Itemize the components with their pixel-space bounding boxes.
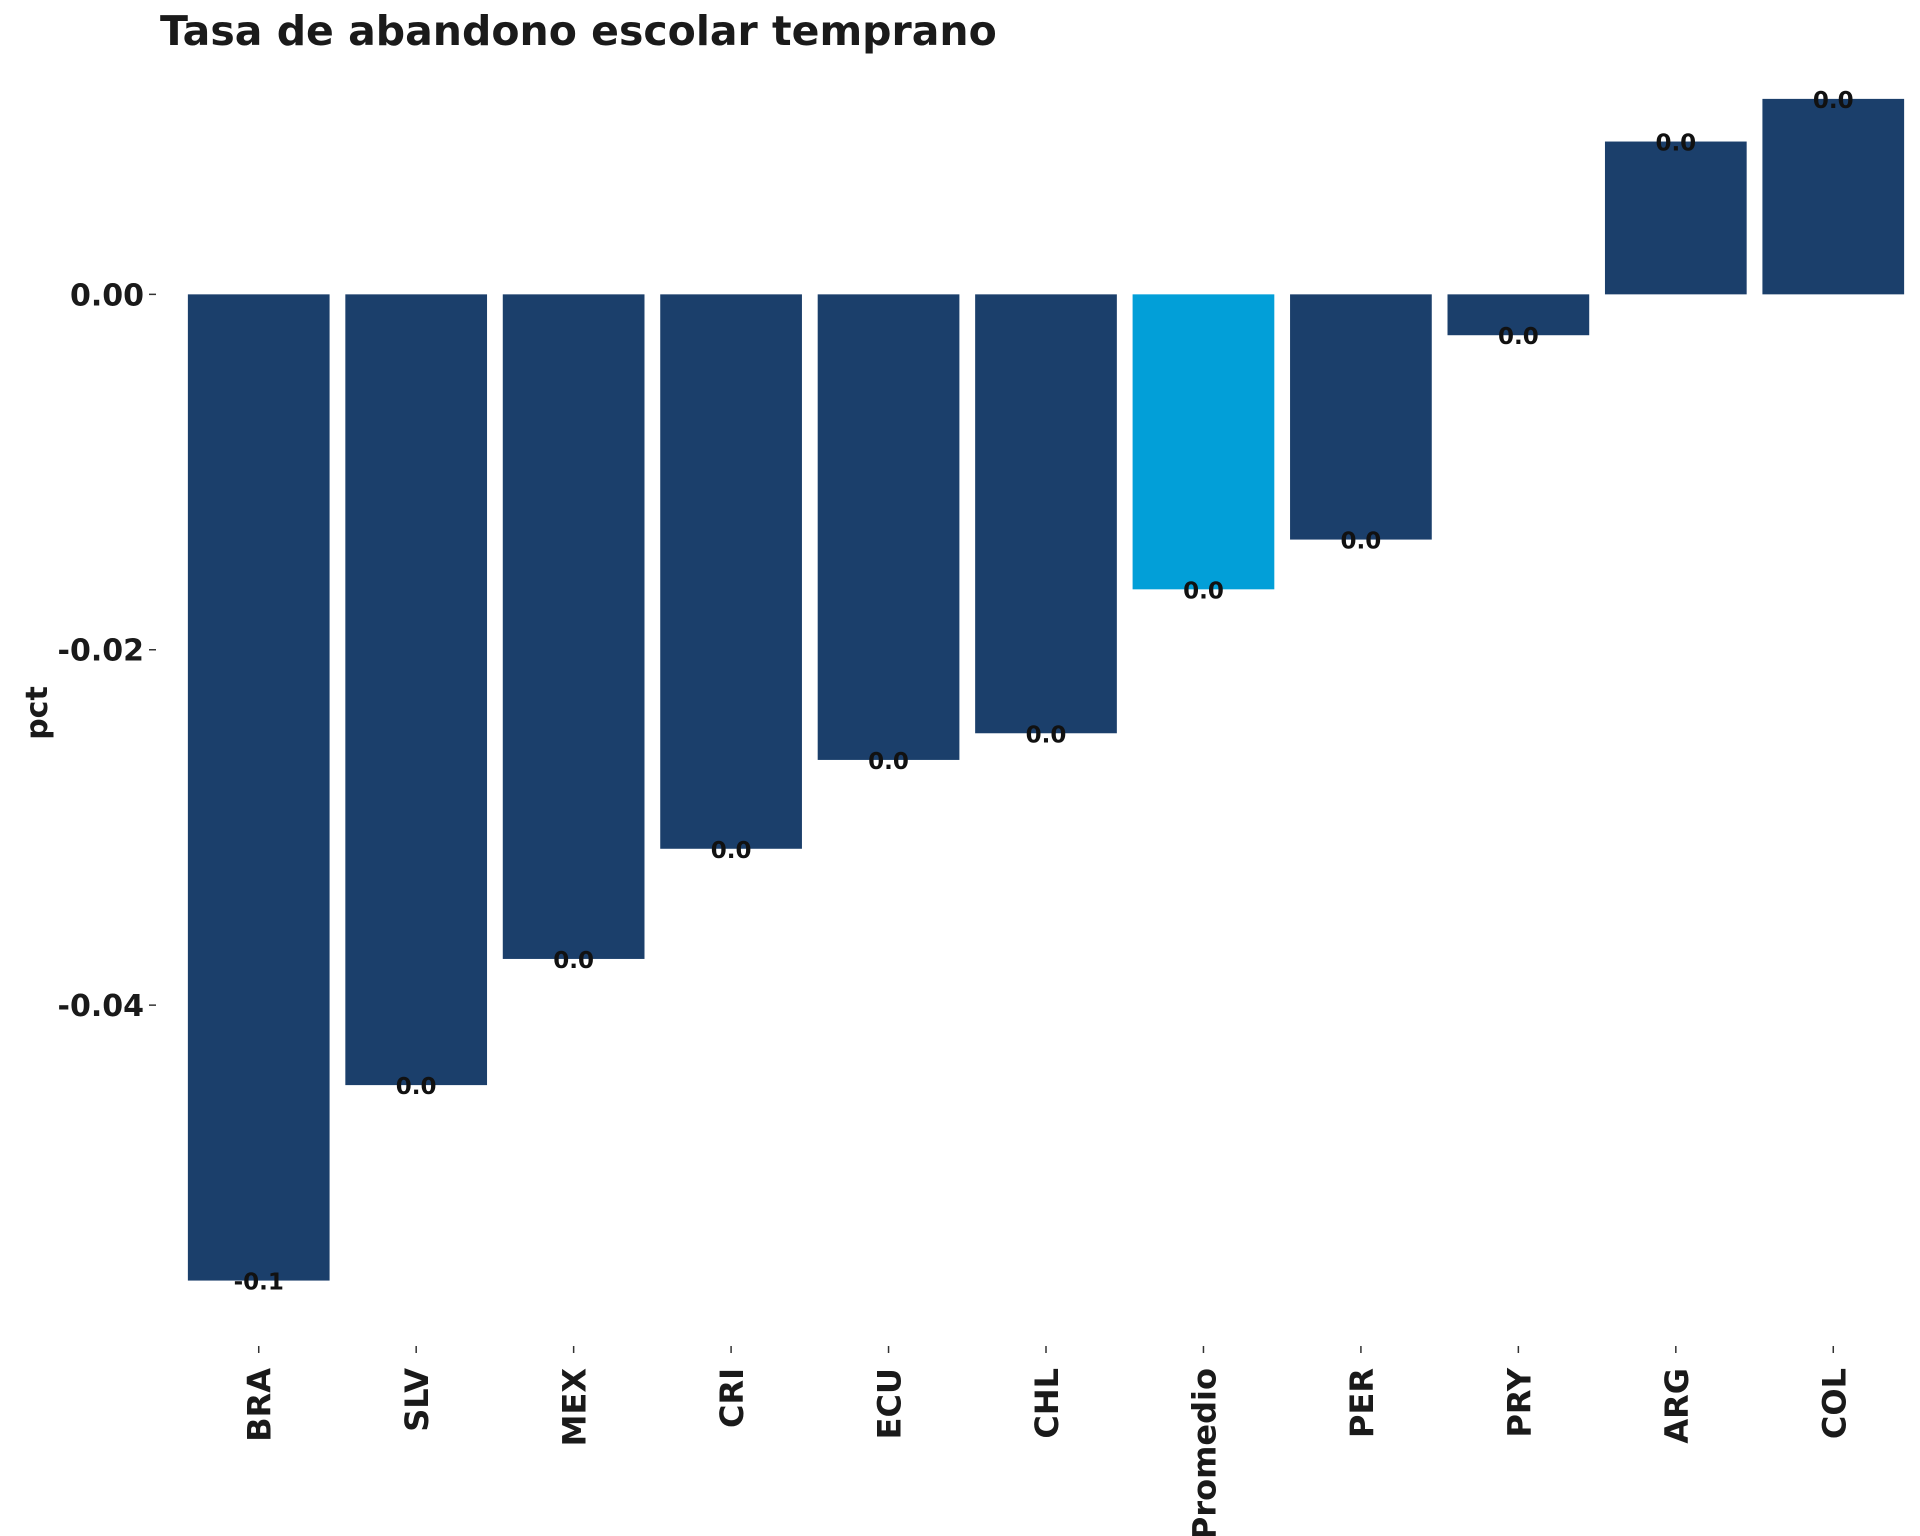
x-axis: BRA SLV MEX CRI ECU CHL Promedio PER PRY ARG COL — [241, 1346, 1853, 1536]
x-tick-label: CRI — [713, 1368, 751, 1428]
data-label: -0.1 — [234, 1270, 284, 1296]
x-tick-label: PER — [1343, 1368, 1381, 1438]
x-tick-label: CHL — [1028, 1368, 1066, 1439]
data-labels: -0.1 0.0 0.0 0.0 0.0 0.0 0.0 0.0 0.0 0.0 0.0 — [234, 88, 1854, 1296]
bar-per — [1290, 294, 1432, 540]
y-axis: 0.00 -0.02 -0.04 — [58, 278, 156, 1024]
data-label: 0.0 — [1026, 722, 1067, 748]
data-label: 0.0 — [1341, 529, 1382, 555]
x-tick-label: ARG — [1658, 1368, 1696, 1444]
x-tick-label: ECU — [871, 1368, 909, 1439]
data-label: 0.0 — [711, 838, 752, 864]
data-label: 0.0 — [868, 749, 909, 775]
bar-col — [1762, 98, 1905, 295]
y-tick-label: 0.00 — [70, 278, 144, 313]
bar-ecu — [817, 294, 960, 760]
y-axis-label: pct — [20, 686, 55, 740]
bar-bra — [187, 294, 330, 1281]
x-tick-label: SLV — [398, 1368, 436, 1432]
data-label: 0.0 — [1813, 88, 1854, 114]
data-label: 0.0 — [1655, 131, 1696, 157]
bar-promedio — [1132, 294, 1275, 590]
y-tick-label: -0.02 — [58, 634, 144, 669]
x-tick-label: COL — [1815, 1368, 1853, 1439]
bars — [187, 98, 1905, 1281]
data-label: 0.0 — [1498, 324, 1539, 350]
data-label: 0.0 — [553, 948, 594, 974]
x-tick-label: MEX — [556, 1368, 594, 1447]
y-tick-label: -0.04 — [58, 989, 144, 1024]
data-label: 0.0 — [396, 1074, 437, 1100]
bar-arg — [1604, 141, 1747, 295]
x-tick-label: Promedio — [1185, 1368, 1223, 1536]
bar-slv — [345, 294, 488, 1086]
data-label: 0.0 — [1183, 578, 1224, 604]
x-tick-label: BRA — [241, 1368, 279, 1442]
bar-pry — [1447, 294, 1590, 336]
x-tick-label: PRY — [1500, 1367, 1538, 1437]
bar-chl — [975, 294, 1117, 734]
bar-cri — [660, 294, 802, 849]
bar-mex — [502, 294, 645, 959]
chart-title: Tasa de abandono escolar temprano — [160, 7, 997, 55]
